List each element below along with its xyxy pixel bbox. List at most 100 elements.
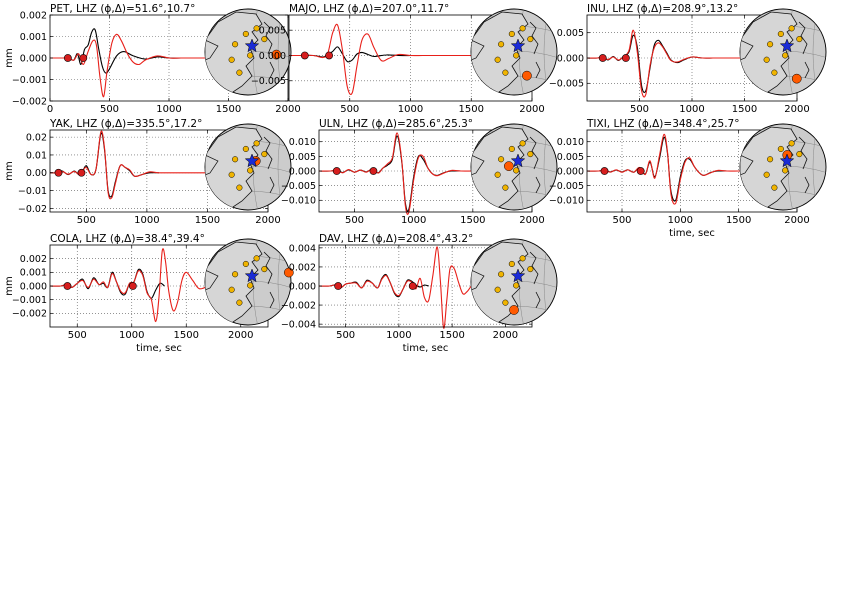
- epicenter-star-icon: [510, 153, 526, 168]
- x-tick-label: 2000: [228, 330, 253, 341]
- y-tick-label: −0.001: [12, 75, 47, 86]
- station-marker: [771, 69, 778, 76]
- y-tick-label: 0.002: [20, 10, 47, 21]
- synthetic-trace: [318, 246, 481, 329]
- station-marker: [519, 25, 526, 32]
- island-arc-outline: [263, 21, 275, 79]
- x-axis-label: time, sec: [136, 343, 182, 354]
- epicenter-star-icon: [244, 153, 260, 168]
- station-marker: [788, 140, 795, 147]
- y-axis-label: mm: [4, 161, 15, 180]
- coastline: [740, 39, 754, 61]
- x-axis-label: time, sec: [669, 228, 715, 239]
- station-marker: [763, 56, 770, 63]
- epicenter-star-icon: [244, 268, 260, 283]
- station-marker: [494, 171, 501, 178]
- coastline: [740, 154, 754, 176]
- synthetic-trace: [586, 29, 776, 98]
- x-tick-label: 500: [336, 330, 355, 341]
- observed-trace: [49, 132, 160, 198]
- location-globe-inset: [739, 8, 827, 96]
- station-marker: [242, 260, 249, 267]
- panel-title: PET, LHZ (ϕ,Δ)=51.6°,10.7°: [50, 3, 195, 15]
- coastline: [205, 269, 219, 291]
- coastline: [205, 154, 219, 176]
- x-tick-label: 1000: [668, 215, 693, 226]
- y-tick-label: −0.005: [251, 76, 286, 87]
- panel-title: DAV, LHZ (ϕ,Δ)=208.4°,43.2°: [319, 233, 473, 245]
- epicenter-star-icon: [510, 38, 526, 53]
- x-tick-label: 500: [345, 215, 364, 226]
- y-tick-label: −0.010: [281, 196, 316, 207]
- selected-station-marker: [791, 73, 802, 84]
- y-tick-label: −0.01: [18, 186, 47, 197]
- pick-marker: [369, 167, 378, 175]
- y-tick-label: −0.005: [549, 181, 584, 192]
- pick-marker: [325, 51, 333, 60]
- station-marker: [498, 271, 505, 278]
- station-marker: [527, 151, 534, 158]
- selected-station-marker: [284, 267, 294, 278]
- station-marker: [513, 52, 520, 59]
- panel-dav: DAV, LHZ (ϕ,Δ)=208.4°,43.2° 500 1000 1500 20…: [281, 233, 558, 354]
- x-tick-label: 1000: [156, 104, 181, 115]
- pick-marker: [300, 51, 309, 60]
- pick-marker: [79, 54, 88, 62]
- location-globe-inset: [204, 8, 292, 96]
- station-marker: [513, 282, 520, 289]
- panel-title: COLA, LHZ (ϕ,Δ)=38.4°,39.4°: [50, 233, 205, 245]
- pick-marker: [63, 282, 72, 290]
- station-marker: [519, 140, 526, 147]
- station-marker: [236, 184, 243, 191]
- station-marker: [494, 56, 501, 63]
- pick-marker: [128, 282, 137, 290]
- panel-yak: YAK, LHZ (ϕ,Δ)=335.5°,17.2° 500 1000 1500 20…: [4, 118, 292, 226]
- y-tick-label: −0.004: [281, 320, 316, 331]
- x-tick-label: 500: [340, 104, 359, 115]
- x-tick-label: 500: [77, 215, 96, 226]
- station-marker: [508, 145, 515, 152]
- x-tick-label: 2000: [519, 104, 544, 115]
- station-marker: [236, 69, 243, 76]
- y-axis-label: mm: [4, 48, 15, 67]
- y-tick-label: 0.005: [557, 152, 584, 163]
- x-tick-label: 1000: [401, 215, 426, 226]
- station-marker: [228, 171, 235, 178]
- x-tick-label: 2000: [784, 104, 809, 115]
- x-tick-label: 2000: [493, 330, 518, 341]
- x-tick-label: 1500: [439, 330, 464, 341]
- station-marker: [242, 30, 249, 37]
- panel-majo: MAJO, LHZ (ϕ,Δ)=207.0°,11.7° 500 1000 1500 2…: [251, 3, 558, 115]
- panel-uln: ULN, LHZ (ϕ,Δ)=285.6°,25.3° 500 1000 1500 20…: [281, 118, 558, 226]
- station-marker: [494, 286, 501, 293]
- y-tick-label: 0.010: [557, 137, 584, 148]
- synthetic-trace: [49, 248, 209, 323]
- x-tick-label: 2000: [275, 104, 300, 115]
- epicenter-star-icon: [244, 38, 260, 53]
- station-marker: [247, 167, 254, 174]
- selected-station-marker: [503, 161, 514, 171]
- location-globe-inset: [204, 123, 292, 211]
- location-globe-inset: [470, 8, 558, 96]
- y-tick-label: −0.001: [12, 295, 47, 306]
- station-marker: [527, 266, 534, 273]
- pick-marker: [408, 282, 417, 290]
- x-tick-label: 500: [630, 104, 649, 115]
- station-marker: [508, 30, 515, 37]
- x-tick-label: 1500: [726, 215, 751, 226]
- x-tick-label: 0: [47, 104, 53, 115]
- station-marker: [513, 167, 520, 174]
- station-marker: [767, 41, 774, 48]
- island-arc-outline: [263, 136, 275, 194]
- station-marker: [228, 286, 235, 293]
- coastline: [205, 39, 219, 61]
- y-tick-label: 0.001: [20, 32, 47, 43]
- station-marker: [782, 167, 789, 174]
- synthetic-trace: [318, 132, 521, 215]
- panel-inu: INU, LHZ (ϕ,Δ)=208.9°,13.2° 500 1000 1500 20…: [549, 3, 827, 115]
- station-marker: [253, 255, 260, 262]
- coastline: [471, 269, 485, 291]
- panel-cola: COLA, LHZ (ϕ,Δ)=38.4°,39.4° 500 1000 1500 20…: [4, 233, 294, 354]
- station-marker: [261, 36, 268, 43]
- y-tick-label: 0.00: [26, 168, 47, 179]
